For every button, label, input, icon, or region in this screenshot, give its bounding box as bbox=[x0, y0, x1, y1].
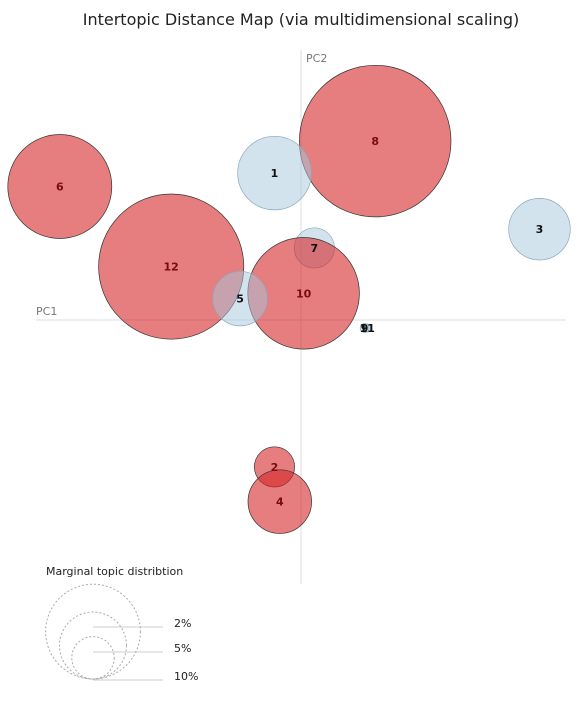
chart-title: Intertopic Distance Map (via multidimens… bbox=[83, 10, 520, 29]
topic-label-8: 8 bbox=[371, 135, 379, 148]
topic-label-1: 1 bbox=[271, 167, 279, 180]
topic-bubble-6[interactable] bbox=[7, 134, 113, 239]
topic-label-5: 5 bbox=[236, 293, 244, 306]
topic-label-3: 3 bbox=[536, 223, 544, 236]
legend-label-5: 5% bbox=[174, 642, 191, 655]
legend-circle-2 bbox=[71, 636, 115, 680]
topic-bubbles[interactable] bbox=[7, 64, 571, 534]
topic-bubble-3[interactable] bbox=[508, 198, 571, 261]
topic-bubble-9[interactable] bbox=[359, 323, 370, 333]
pc1-axis-label: PC1 bbox=[36, 305, 57, 318]
topic-label-11: 11 bbox=[360, 322, 375, 335]
topic-label-12: 12 bbox=[164, 261, 179, 274]
topic-bubble-12[interactable] bbox=[98, 193, 245, 340]
topic-label-2: 2 bbox=[271, 461, 279, 474]
topic-label-7: 7 bbox=[310, 242, 318, 255]
legend-label-2: 2% bbox=[174, 617, 191, 630]
legend: Marginal topic distribtion 2% 5% 10% bbox=[45, 565, 198, 683]
topic-labels: 8 1 6 3 12 7 10 5 119 2 4 bbox=[56, 135, 543, 509]
pc2-axis-label: PC2 bbox=[306, 52, 327, 65]
legend-items: 2% 5% 10% bbox=[45, 583, 198, 683]
topic-bubble-8[interactable] bbox=[299, 64, 452, 218]
legend-label-10: 10% bbox=[174, 670, 198, 683]
legend-title: Marginal topic distribtion bbox=[46, 565, 183, 578]
topic-bubble-5[interactable] bbox=[212, 270, 268, 327]
topic-label-6: 6 bbox=[56, 181, 64, 194]
legend-circle-10 bbox=[45, 583, 141, 680]
topic-label-4: 4 bbox=[276, 496, 284, 509]
topic-bubble-4[interactable] bbox=[247, 469, 312, 534]
topic-label-10: 10 bbox=[296, 287, 312, 300]
topic-label-9: 9 bbox=[361, 322, 369, 335]
legend-circle-5 bbox=[59, 611, 127, 680]
topic-bubble-1[interactable] bbox=[237, 135, 312, 211]
